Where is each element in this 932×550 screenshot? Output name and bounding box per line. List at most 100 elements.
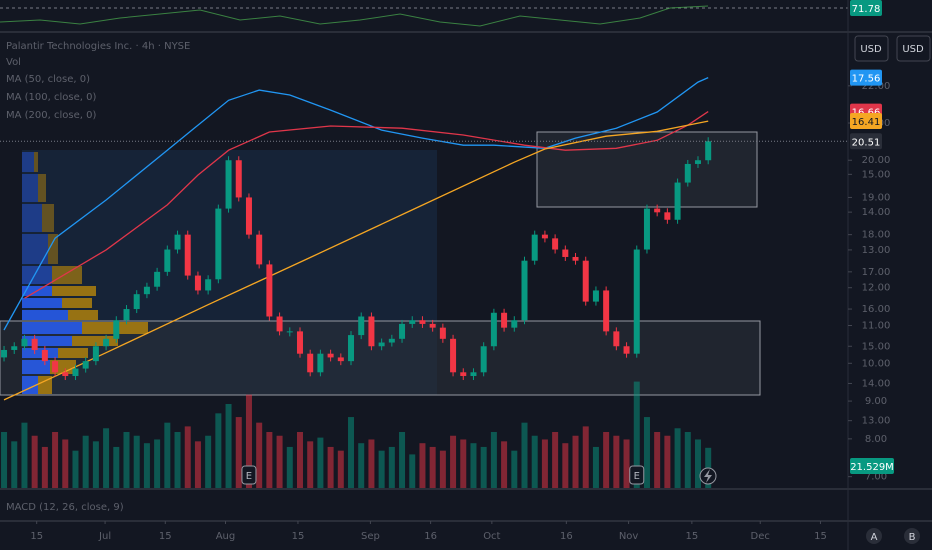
candle-body [633, 249, 640, 354]
ma-line [3, 120, 709, 401]
candle-body [307, 353, 314, 373]
y-tick-label: 22.00 [862, 81, 891, 92]
candle-body [348, 335, 355, 362]
event-label: E [246, 471, 252, 482]
candle-body [113, 320, 120, 339]
price-tag-label: 71.78 [852, 4, 881, 15]
volume-bar [1, 432, 8, 488]
candle-body [31, 338, 38, 350]
plot [1, 77, 712, 488]
volume-bar [552, 432, 559, 488]
legend-entry: MA (200, close, 0) [6, 110, 96, 121]
candle-body [62, 372, 69, 377]
candle-body [194, 275, 201, 291]
volume-bar [276, 435, 283, 488]
volume-bar [511, 450, 518, 488]
volume-bar [348, 417, 355, 488]
volume-bar [480, 446, 487, 488]
candle-body [266, 264, 273, 317]
x-tick-label: Nov [619, 531, 639, 542]
candle-body [286, 331, 293, 333]
volume-bar [92, 441, 99, 488]
volume-tag-label: 21.529M [850, 462, 894, 473]
volume-bar [562, 443, 569, 488]
volume-bar [674, 428, 681, 488]
candle-body [215, 208, 222, 280]
y-tick-label: 20.00 [862, 155, 891, 166]
candle-body [705, 141, 712, 161]
candle-body [541, 234, 548, 239]
volume-bar [603, 432, 610, 488]
volume-bar [664, 435, 671, 488]
volume-bar [613, 435, 620, 488]
x-tick-label: 15 [814, 531, 827, 542]
candle-body [623, 346, 630, 354]
candle-body [439, 327, 446, 339]
scale-button[interactable] [866, 528, 882, 544]
candle-body [531, 234, 538, 261]
candle-body [92, 346, 99, 362]
y2-tick-label: 7.00 [865, 472, 887, 483]
candle-body [256, 234, 263, 265]
volume-bar [31, 435, 38, 488]
price-tag-label: 16.41 [852, 117, 881, 128]
volume-bar [501, 441, 508, 488]
currency-label[interactable]: USD [860, 44, 882, 55]
candle-body [296, 331, 303, 354]
volume-bar [582, 426, 589, 488]
volume-bar [82, 435, 89, 488]
volume-bar [41, 446, 48, 488]
volume-bar [205, 435, 212, 488]
candle-body [235, 160, 242, 198]
volume-tag [850, 458, 894, 474]
volume-bar [388, 446, 395, 488]
volume-bar [154, 439, 161, 488]
currency-button[interactable] [854, 35, 889, 62]
candle-body [123, 309, 130, 321]
candle-body [154, 271, 161, 287]
volume-bar [531, 435, 538, 488]
x-tick-label: 15 [30, 531, 43, 542]
x-tick-label: Jul [98, 531, 111, 542]
candle-body [572, 256, 579, 261]
candle-body [184, 234, 191, 276]
currency-button[interactable] [896, 35, 931, 62]
candle-body [143, 286, 150, 295]
scale-button[interactable] [904, 528, 920, 544]
volume-bar [337, 450, 344, 488]
volume-bar [184, 426, 191, 488]
macd-title: MACD (12, 26, close, 9) [6, 502, 124, 513]
scale-button-label[interactable]: B [909, 532, 916, 543]
y2-tick-label: 9.00 [865, 396, 887, 407]
volume-bar [399, 432, 406, 488]
x-tick-label: Oct [483, 531, 500, 542]
scale-button-label[interactable]: A [871, 532, 878, 543]
candle-body [643, 208, 650, 250]
candle-body [480, 346, 487, 373]
x-tick-label: 16 [560, 531, 573, 542]
ma-line [24, 111, 709, 299]
volume-bar [266, 432, 273, 488]
candle-body [337, 357, 344, 362]
candle-body [470, 372, 477, 377]
currency-label[interactable]: USD [902, 44, 924, 55]
volume-bar [21, 422, 28, 488]
price-tag-label: 17.56 [852, 74, 881, 85]
volume-bar [286, 446, 293, 488]
volume-bar [623, 439, 630, 488]
candle-body [552, 238, 559, 250]
y2-tick-label: 13.00 [862, 245, 891, 256]
candle-body [460, 372, 467, 377]
volume-bar [429, 446, 436, 488]
x-tick-label: 15 [159, 531, 172, 542]
candle-body [317, 353, 324, 373]
candle-body [562, 249, 569, 257]
candle-body [41, 349, 48, 362]
x-tick-label: 15 [292, 531, 305, 542]
candle-body [409, 320, 416, 324]
volume-bar [225, 404, 232, 488]
candle-body [674, 182, 681, 220]
y2-tick-label: 14.00 [862, 207, 891, 218]
y-tick-label: 16.00 [862, 304, 891, 315]
